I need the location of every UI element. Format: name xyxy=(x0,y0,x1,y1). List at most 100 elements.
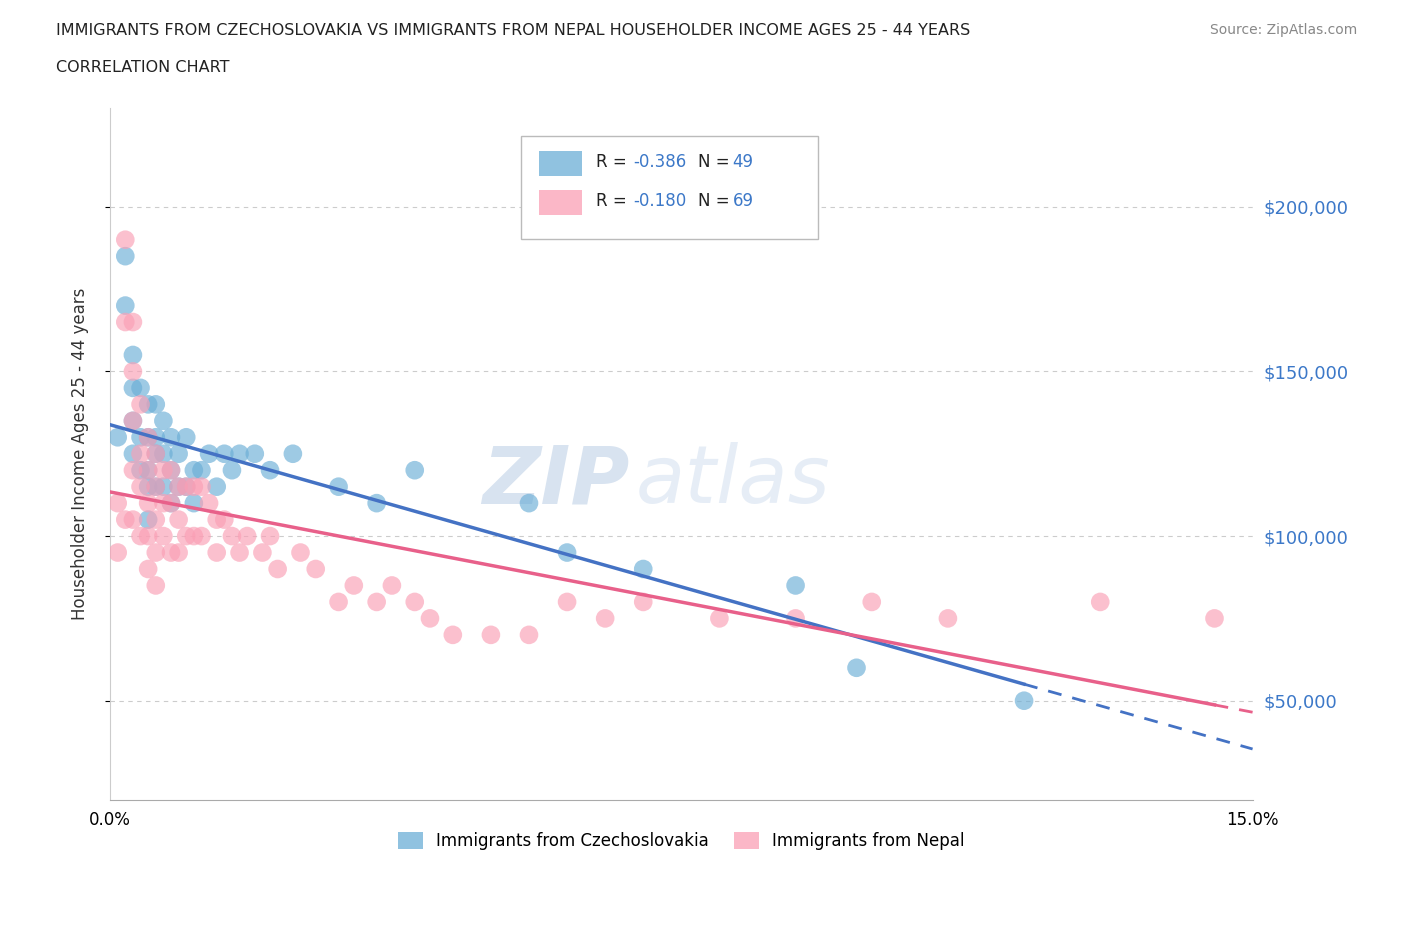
Point xyxy=(252,545,274,560)
Point xyxy=(259,463,281,478)
Point xyxy=(174,528,197,543)
Point xyxy=(174,430,197,445)
Point xyxy=(167,446,190,461)
Point xyxy=(845,660,868,675)
Point xyxy=(145,446,167,461)
Text: Source: ZipAtlas.com: Source: ZipAtlas.com xyxy=(1209,23,1357,37)
Text: R =: R = xyxy=(596,153,631,171)
Legend: Immigrants from Czechoslovakia, Immigrants from Nepal: Immigrants from Czechoslovakia, Immigran… xyxy=(391,825,972,857)
Point xyxy=(152,496,174,511)
Point xyxy=(936,611,959,626)
Point xyxy=(479,628,502,643)
Point xyxy=(145,545,167,560)
Point xyxy=(145,397,167,412)
Point xyxy=(129,380,152,395)
FancyBboxPatch shape xyxy=(522,136,818,239)
Point xyxy=(366,594,388,609)
Point xyxy=(122,348,145,363)
Y-axis label: Householder Income Ages 25 - 44 years: Householder Income Ages 25 - 44 years xyxy=(72,287,89,620)
Point xyxy=(122,463,145,478)
Point xyxy=(160,463,183,478)
Text: CORRELATION CHART: CORRELATION CHART xyxy=(56,60,229,75)
Text: N =: N = xyxy=(699,193,735,210)
Text: N =: N = xyxy=(699,153,735,171)
Point xyxy=(205,512,228,527)
Point xyxy=(152,413,174,428)
Point xyxy=(122,380,145,395)
Point xyxy=(122,364,145,379)
Point xyxy=(129,446,152,461)
Point xyxy=(145,512,167,527)
Point xyxy=(198,496,221,511)
Point xyxy=(183,463,205,478)
Point xyxy=(107,496,129,511)
Text: atlas: atlas xyxy=(636,443,831,521)
Point xyxy=(236,528,259,543)
Point xyxy=(860,594,883,609)
Point xyxy=(228,545,250,560)
Text: 69: 69 xyxy=(733,193,754,210)
Point xyxy=(328,479,350,494)
Text: ZIP: ZIP xyxy=(482,443,630,521)
Point xyxy=(174,479,197,494)
Point xyxy=(555,594,578,609)
Point xyxy=(152,446,174,461)
Point xyxy=(593,611,616,626)
Point xyxy=(328,594,350,609)
Point xyxy=(555,545,578,560)
Text: 49: 49 xyxy=(733,153,754,171)
Point xyxy=(160,545,183,560)
Point xyxy=(136,496,159,511)
Point xyxy=(174,479,197,494)
Point xyxy=(107,545,129,560)
Point xyxy=(114,512,136,527)
Point xyxy=(631,562,654,577)
Point xyxy=(198,446,221,461)
Point xyxy=(305,562,328,577)
Point xyxy=(136,562,159,577)
Point xyxy=(221,463,243,478)
Point xyxy=(136,463,159,478)
Point xyxy=(129,528,152,543)
Point xyxy=(205,545,228,560)
Text: R =: R = xyxy=(596,193,631,210)
Point xyxy=(419,611,441,626)
Text: IMMIGRANTS FROM CZECHOSLOVAKIA VS IMMIGRANTS FROM NEPAL HOUSEHOLDER INCOME AGES : IMMIGRANTS FROM CZECHOSLOVAKIA VS IMMIGR… xyxy=(56,23,970,38)
Point xyxy=(122,413,145,428)
Point xyxy=(709,611,731,626)
Point xyxy=(145,479,167,494)
Point xyxy=(114,314,136,329)
Point xyxy=(281,446,304,461)
Point xyxy=(517,628,540,643)
Point xyxy=(160,463,183,478)
Point xyxy=(136,512,159,527)
Point xyxy=(631,594,654,609)
Point xyxy=(221,528,243,543)
Point xyxy=(290,545,312,560)
Point xyxy=(183,479,205,494)
Point xyxy=(114,248,136,263)
Point xyxy=(785,578,807,593)
Point xyxy=(145,446,167,461)
Point xyxy=(1204,611,1226,626)
Text: -0.386: -0.386 xyxy=(633,153,686,171)
Point xyxy=(129,463,152,478)
Point xyxy=(183,528,205,543)
Point xyxy=(114,232,136,247)
Point xyxy=(122,314,145,329)
Point xyxy=(404,594,426,609)
Point xyxy=(228,446,250,461)
Point xyxy=(145,479,167,494)
Point xyxy=(129,430,152,445)
Point xyxy=(167,545,190,560)
Point xyxy=(152,479,174,494)
Point xyxy=(190,479,212,494)
Point xyxy=(1012,693,1035,708)
Point xyxy=(785,611,807,626)
Point xyxy=(129,479,152,494)
Point xyxy=(243,446,266,461)
Point xyxy=(122,446,145,461)
Point xyxy=(381,578,404,593)
Point xyxy=(259,528,281,543)
Point xyxy=(190,528,212,543)
